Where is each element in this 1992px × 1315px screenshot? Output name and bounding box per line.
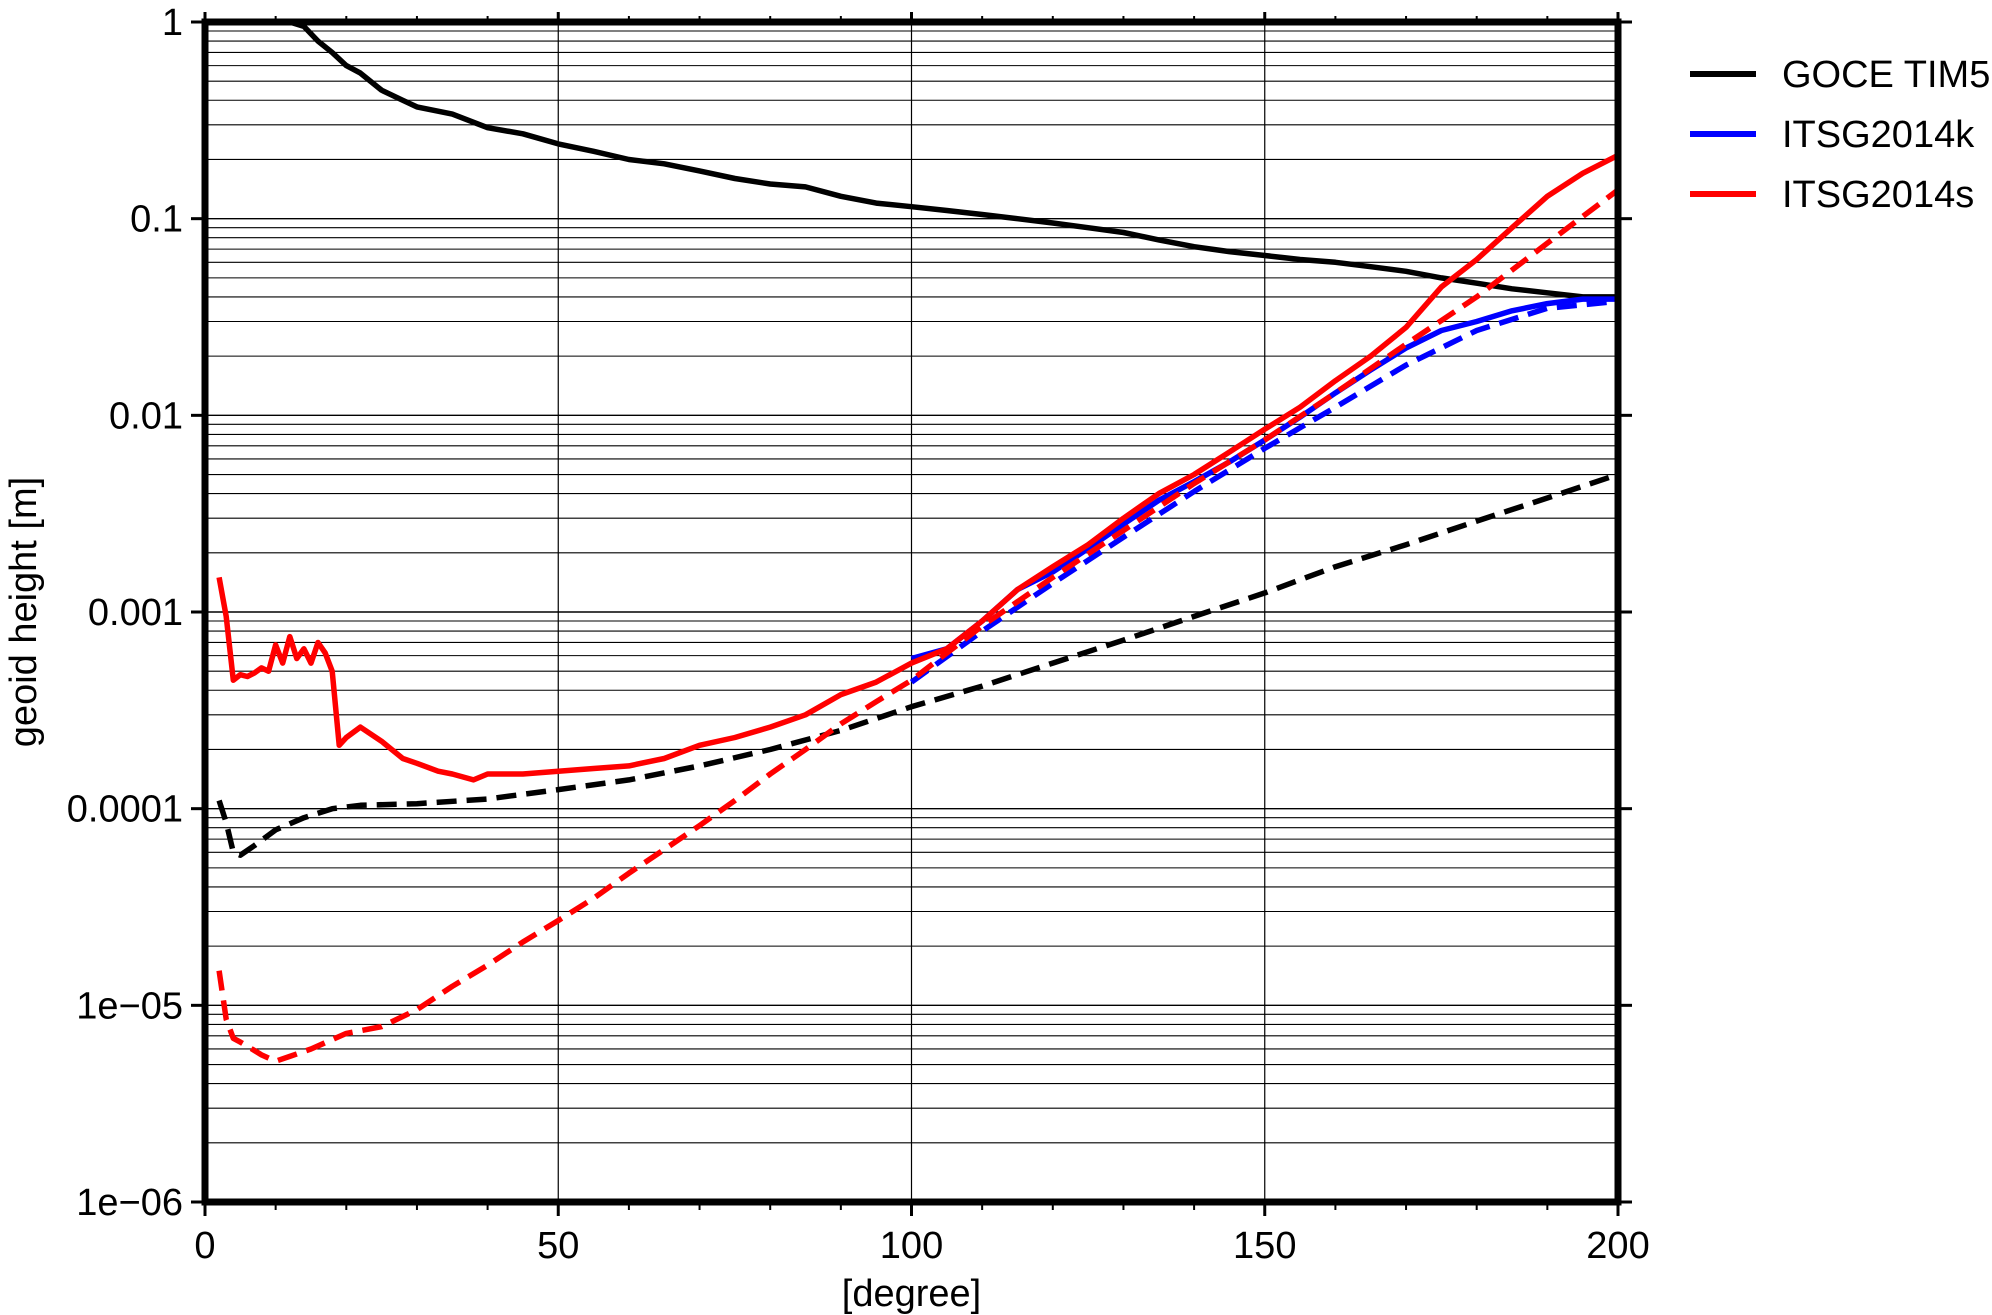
x-tick-label: 100 (880, 1225, 943, 1267)
grid (205, 22, 1618, 1203)
axis-ticks: 0 50 100 150 200 1e−06 1e−05 0.0001 0.001 0.01 0.1… (67, 2, 1650, 1267)
y-tick-label: 0.001 (88, 592, 183, 634)
x-tick-label: 200 (1586, 1225, 1649, 1267)
y-axis-title: geoid height [m] (3, 477, 45, 747)
legend: GOCE TIM5 ITSG2014k ITSG2014s (1690, 54, 1990, 216)
x-tick-label: 50 (537, 1225, 579, 1267)
series-line-itsg2014s-solid (216, 152, 1620, 783)
y-tick-label: 0.1 (130, 199, 183, 241)
series-line-goce-tim5-solid (288, 19, 1618, 300)
y-tick-label: 0.0001 (67, 789, 183, 831)
plot-series (216, 19, 1620, 1064)
y-tick-label: 0.01 (109, 395, 183, 437)
series-line-itsg2014k-dashed (909, 298, 1619, 685)
x-tick-label: 150 (1233, 1225, 1296, 1267)
y-tick-label: 1 (162, 2, 183, 44)
x-tick-label: 0 (194, 1225, 215, 1267)
series-line-goce-tim5-dashed (216, 471, 1619, 858)
x-axis-title: [degree] (842, 1273, 981, 1315)
series-line-itsg2014s-dashed (216, 187, 1620, 1064)
legend-label: ITSG2014s (1782, 174, 1974, 216)
legend-label: GOCE TIM5 (1782, 54, 1990, 96)
y-tick-label: 1e−06 (76, 1182, 183, 1224)
legend-label: ITSG2014k (1782, 114, 1975, 156)
y-tick-label: 1e−05 (76, 985, 183, 1027)
